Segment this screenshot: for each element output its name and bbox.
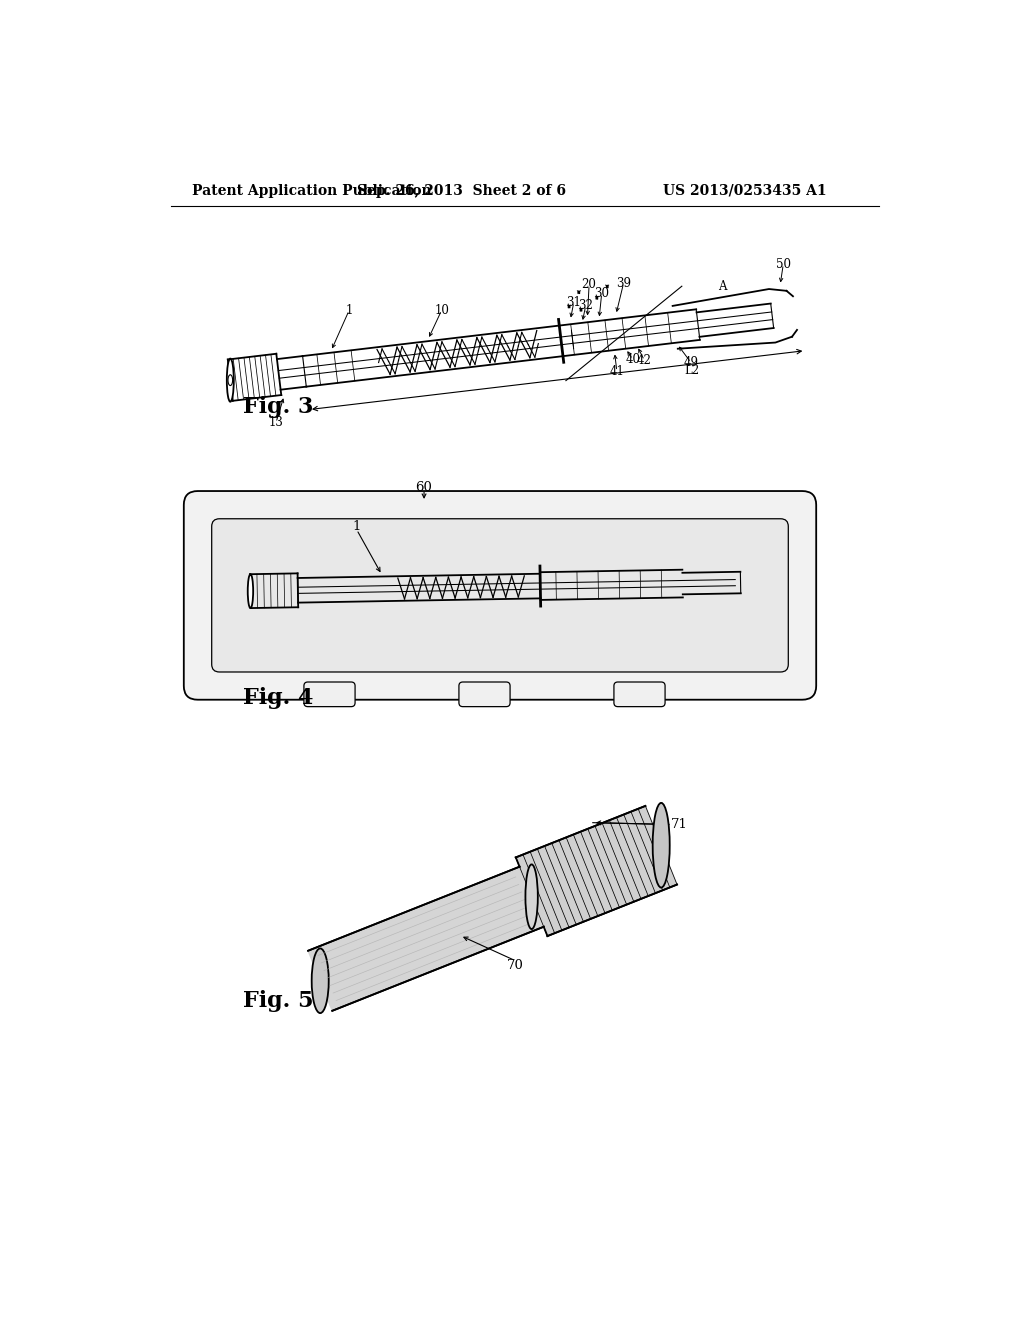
- Text: 39: 39: [616, 276, 631, 289]
- Text: 30: 30: [594, 286, 609, 300]
- Ellipse shape: [226, 359, 233, 401]
- Text: 20: 20: [582, 279, 597, 292]
- Text: 50: 50: [776, 257, 791, 271]
- Text: 31: 31: [566, 296, 582, 309]
- Text: US 2013/0253435 A1: US 2013/0253435 A1: [663, 183, 826, 198]
- Text: 1: 1: [352, 520, 360, 533]
- Polygon shape: [516, 807, 677, 936]
- Text: Sep. 26, 2013  Sheet 2 of 6: Sep. 26, 2013 Sheet 2 of 6: [356, 183, 565, 198]
- Ellipse shape: [311, 949, 329, 1014]
- Polygon shape: [308, 867, 544, 1011]
- Text: 1: 1: [345, 304, 353, 317]
- Text: 60: 60: [416, 480, 432, 494]
- Ellipse shape: [525, 865, 538, 929]
- Ellipse shape: [248, 574, 253, 609]
- Text: 13: 13: [268, 416, 284, 429]
- Text: Patent Application Publication: Patent Application Publication: [193, 183, 432, 198]
- Text: 42: 42: [637, 354, 652, 367]
- Text: Fig. 3: Fig. 3: [243, 396, 313, 417]
- FancyBboxPatch shape: [304, 682, 355, 706]
- Text: A: A: [718, 280, 727, 293]
- FancyBboxPatch shape: [212, 519, 788, 672]
- FancyBboxPatch shape: [614, 682, 665, 706]
- Text: L2: L2: [684, 364, 699, 376]
- Text: 71: 71: [671, 818, 687, 832]
- Text: 49: 49: [684, 356, 698, 370]
- Ellipse shape: [652, 803, 670, 887]
- Text: Fig. 5: Fig. 5: [243, 990, 313, 1012]
- Text: 32: 32: [579, 298, 593, 312]
- FancyBboxPatch shape: [459, 682, 510, 706]
- Text: 70: 70: [507, 958, 524, 972]
- Text: 10: 10: [434, 304, 450, 317]
- Ellipse shape: [228, 375, 232, 385]
- Text: Fig. 4: Fig. 4: [243, 686, 313, 709]
- Text: 41: 41: [609, 364, 625, 378]
- FancyBboxPatch shape: [183, 491, 816, 700]
- Text: 40: 40: [626, 352, 640, 366]
